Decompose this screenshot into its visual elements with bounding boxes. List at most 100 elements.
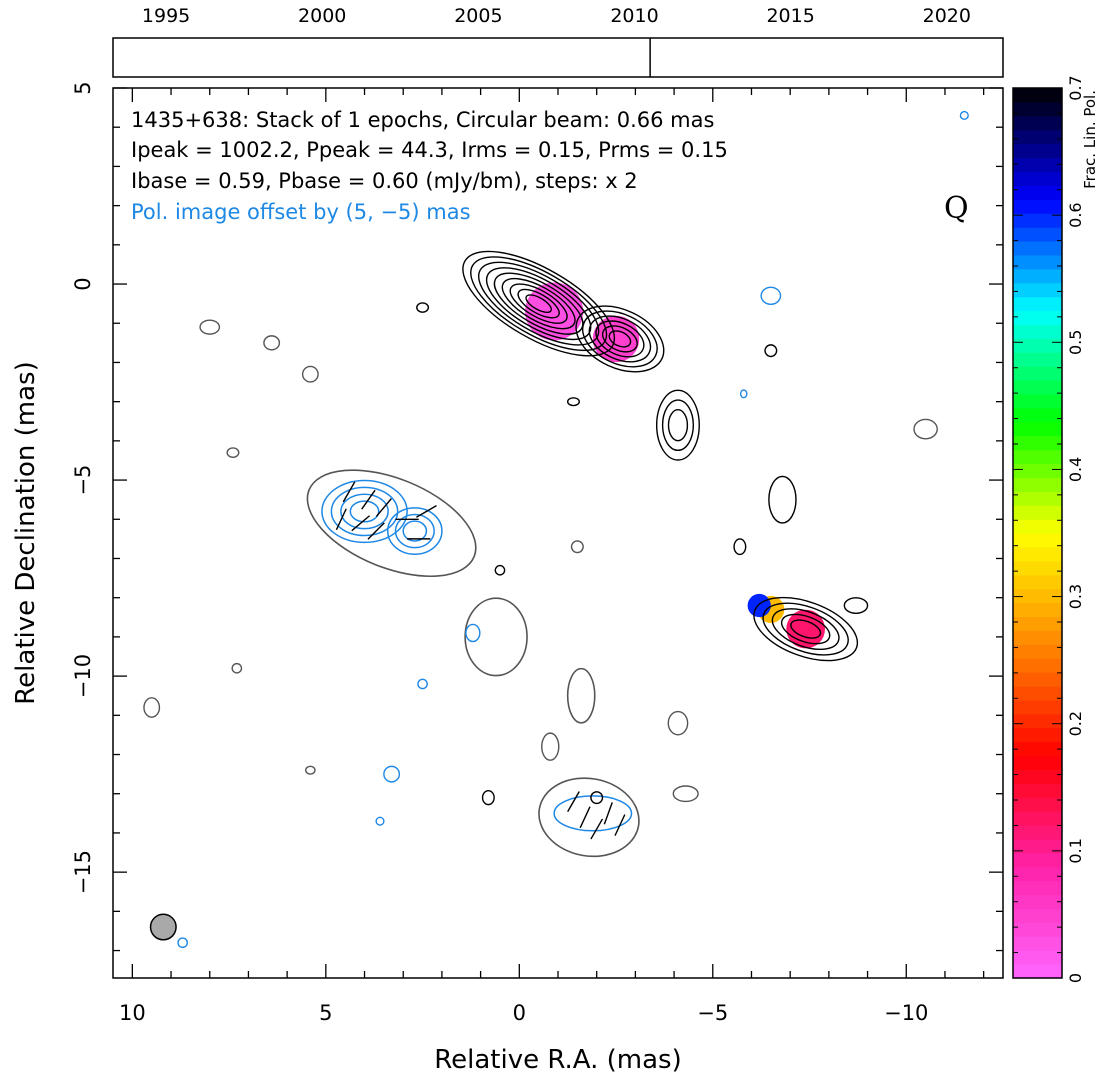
timeline-year-label: 2010 [610,5,658,27]
colorbar-tick-label: 0.2 [1066,711,1085,736]
colorbar-band [1013,950,1062,965]
y-tick-label: −5 [71,465,95,496]
timeline-frame [112,37,1004,78]
noise-contour [590,791,604,805]
colorbar-band [1013,227,1062,242]
colorbar-frame [1012,87,1063,979]
colorbar-band [1013,546,1062,562]
colorbar-band [1013,491,1062,506]
colorbar-band [1013,713,1062,729]
colorbar-band [1013,630,1062,645]
stokes-i-contour [753,596,859,662]
colorbar-band [1013,797,1062,812]
y-axis-title: Relative Declination (mas) [11,361,41,704]
pol-contour [553,795,633,832]
colorbar-gradient [1013,88,1062,979]
stokes-i-contour [462,250,616,357]
colorbar-band [1013,588,1062,604]
y-tick-label: −10 [71,654,95,698]
colorbar-tick-label: 0.3 [1066,584,1085,609]
colorbar-band [1013,560,1062,576]
colorbar-title: Frac. Lin. Pol. [1081,90,1099,189]
colorbar-band [1013,324,1062,339]
timeline-year-label: 2000 [298,5,346,27]
evpa-vector [367,522,385,540]
pol-contour [321,479,408,544]
stokes-i-contour [582,310,658,368]
colorbar-band [1013,199,1062,214]
evpa-vector [342,481,356,503]
x-axis-title: Relative R.A. (mas) [434,1045,681,1075]
evpa-vector [567,791,580,812]
evpa-vectors [335,481,626,840]
colorbar-band [1013,449,1062,465]
noise-contour [733,538,747,556]
noise-contour [465,623,481,643]
noise-contour [667,710,689,736]
axis-ticks [113,87,1003,978]
stokes-i-contour [588,315,652,363]
pol-fraction-spot [592,315,640,363]
gray-contour [566,667,596,724]
pol-contour [349,500,380,523]
evpa-vector [416,505,437,518]
evpa-vector [579,806,591,829]
noise-contour [417,678,428,690]
colorbar-band [1013,366,1062,381]
x-tick-label: 0 [513,1001,526,1025]
noise-contour [305,765,316,775]
colorbar-band [1013,964,1062,979]
colorbar-band [1013,296,1062,312]
stokes-i-contour [667,409,689,442]
colorbar-band [1013,240,1062,256]
noise-contour [226,447,240,458]
timeline-year-label: 1995 [142,5,190,27]
noise-contour [959,110,969,121]
stokes-i-contour [655,389,700,461]
colorbar-band [1013,519,1062,534]
stokes-i-contour [790,619,822,639]
colorbar-band [1013,157,1062,173]
stokes-i-contour [608,330,632,348]
noise-contour [263,335,281,351]
colorbar-band [1013,282,1062,298]
colorbar-tick-label: 0.1 [1066,838,1085,863]
colorbar-band [1013,922,1062,937]
timeline-year-label: 2015 [766,5,814,27]
stokes-i-contour [762,602,849,656]
timeline-year-label: 2020 [923,5,971,27]
annotation-line-3: Ibase = 0.59, Pbase = 0.60 (mJy/bm), ste… [131,169,638,193]
colorbar-band [1013,421,1062,437]
x-tick-label: −10 [884,1001,928,1025]
colorbar-band [1013,894,1062,910]
colorbar-band [1013,574,1062,590]
colorbar-band [1013,115,1062,131]
colorbar-band [1013,393,1062,409]
timeline-ticks: 1995 2000 2005 2010 2015 2020 [142,5,971,27]
stokes-i-contour [601,325,638,353]
colorbar-band [1013,268,1062,284]
colorbar-band [1013,908,1062,923]
polarized-intensity-contours [321,479,633,832]
stokes-i-contour [493,272,584,335]
noise-contour [843,597,869,614]
stokes-i-contour [575,305,665,373]
colorbar-band [1013,699,1062,715]
stokes-i-contours [462,250,859,662]
colorbar-band [1013,602,1062,618]
colorbar-band [1013,658,1062,673]
x-tick-label: −5 [697,1001,728,1025]
colorbar-band [1013,129,1062,145]
colorbar-band [1013,811,1062,826]
stokes-i-contour [509,283,568,324]
evpa-vector [335,508,347,531]
colorbar-band [1013,644,1062,659]
colorbar-band [1013,310,1062,326]
colorbar-band [1013,741,1062,757]
colorbar-band [1013,616,1062,631]
stokes-i-contour [525,294,552,314]
noise-contour [672,785,699,803]
stokes-i-contour [771,608,840,650]
gray-contour [306,469,477,578]
